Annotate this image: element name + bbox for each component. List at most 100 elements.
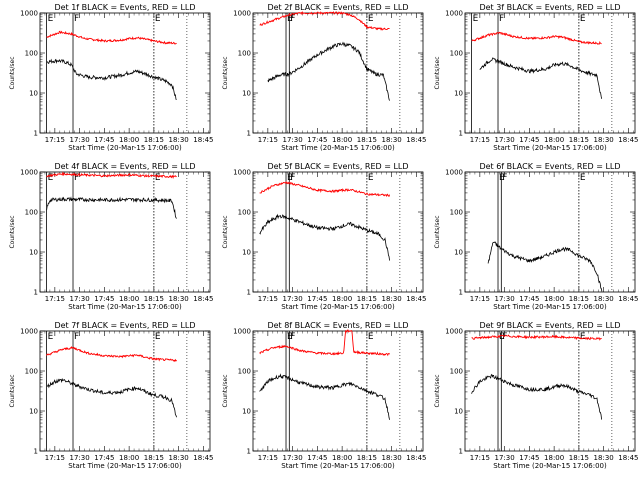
- marker-e2-label: E: [368, 173, 374, 183]
- x-tick-label: 17:30: [70, 454, 90, 462]
- x-axis-label: Start Time (20-Mar-15 17:06:00): [281, 144, 395, 152]
- x-tick-label: 18:30: [169, 295, 189, 303]
- y-tick-label: 1: [34, 289, 38, 297]
- x-axis-label: Start Time (20-Mar-15 17:06:00): [493, 303, 607, 311]
- x-tick-label: 18:45: [618, 136, 638, 144]
- marker-e2-label: E: [155, 173, 161, 183]
- panel-det-7f: Det 7f BLACK = Events, RED = LLD 1 10 100 10…: [9, 321, 213, 470]
- events-series-line: [259, 213, 390, 261]
- events-series-line: [259, 373, 390, 420]
- events-series-line: [267, 41, 391, 101]
- marker-e1-label: E: [48, 14, 54, 24]
- x-tick-label: 17:30: [283, 136, 303, 144]
- x-tick-label: 18:30: [594, 295, 614, 303]
- y-tick-label: 1000: [233, 169, 251, 177]
- y-tick-label: 1000: [20, 10, 38, 18]
- x-axis-label: Start Time (20-Mar-15 17:06:00): [493, 462, 607, 470]
- y-tick-label: 1: [247, 130, 251, 138]
- marker-e1-label: E: [48, 173, 54, 183]
- x-tick-label: 18:00: [544, 295, 564, 303]
- y-tick-label: 100: [450, 209, 463, 217]
- x-tick-label: 17:45: [94, 136, 114, 144]
- marker-f-label: F: [499, 14, 504, 24]
- y-tick-label: 10: [242, 408, 251, 416]
- x-tick-label: 18:45: [406, 136, 426, 144]
- marker-e2-label: E: [155, 14, 161, 24]
- x-axis-label: Start Time (20-Mar-15 17:06:00): [68, 462, 182, 470]
- panel-title: Det 8f BLACK = Events, RED = LLD: [267, 321, 408, 330]
- lld-series-line: [46, 171, 177, 180]
- x-axis-label: Start Time (20-Mar-15 17:06:00): [493, 144, 607, 152]
- x-axis-label: Start Time (20-Mar-15 17:06:00): [68, 144, 182, 152]
- y-tick-label: 10: [454, 408, 463, 416]
- lld-series-line: [259, 329, 390, 357]
- x-axis-label: Start Time (20-Mar-15 17:06:00): [281, 462, 395, 470]
- x-tick-label: 17:30: [70, 295, 90, 303]
- marker-e1-label: E: [287, 14, 293, 24]
- x-tick-label: 17:45: [94, 295, 114, 303]
- panel-title: Det 4f BLACK = Events, RED = LLD: [54, 162, 195, 171]
- lld-series-line: [259, 11, 390, 31]
- y-tick-label: 10: [29, 408, 38, 416]
- lld-series-line: [471, 334, 602, 341]
- y-tick-label: 1000: [445, 10, 463, 18]
- y-tick-label: 10: [454, 249, 463, 257]
- marker-e1-label: E: [499, 332, 505, 342]
- y-axis-label: Counts/sec: [434, 56, 441, 89]
- x-tick-label: 18:45: [193, 295, 213, 303]
- events-series-line: [479, 57, 603, 99]
- y-axis-label: Counts/sec: [434, 215, 441, 248]
- x-tick-label: 17:30: [283, 295, 303, 303]
- plot-frame: [39, 330, 211, 452]
- x-axis-label: Start Time (20-Mar-15 17:06:00): [68, 303, 182, 311]
- y-tick-label: 1000: [233, 328, 251, 336]
- marker-e2-label: E: [580, 14, 586, 24]
- x-tick-label: 18:30: [382, 136, 402, 144]
- panel-det-8f: Det 8f BLACK = Events, RED = LLD 1 10 100 10…: [222, 321, 426, 470]
- x-axis-label: Start Time (20-Mar-15 17:06:00): [281, 303, 395, 311]
- panel-det-2f: Det 2f BLACK = Events, RED = LLD 1 10 100 10…: [222, 3, 426, 152]
- marker-e1-label: E: [287, 173, 293, 183]
- x-tick-label: 18:00: [332, 136, 352, 144]
- y-tick-label: 1: [459, 130, 463, 138]
- x-tick-label: 17:15: [258, 295, 278, 303]
- plot-frame: [39, 12, 211, 134]
- x-tick-label: 18:45: [193, 454, 213, 462]
- plot-frame: [39, 171, 211, 293]
- x-tick-label: 18:00: [119, 295, 139, 303]
- x-tick-label: 17:30: [495, 295, 515, 303]
- y-tick-label: 1000: [445, 328, 463, 336]
- marker-f-label: F: [74, 332, 79, 342]
- y-tick-label: 1: [34, 448, 38, 456]
- lld-series-line: [46, 30, 177, 45]
- x-tick-label: 18:15: [144, 454, 164, 462]
- y-tick-label: 100: [238, 209, 251, 217]
- y-tick-label: 1: [34, 130, 38, 138]
- x-tick-label: 17:30: [283, 454, 303, 462]
- x-tick-label: 18:00: [544, 454, 564, 462]
- y-tick-label: 100: [25, 368, 38, 376]
- x-tick-label: 17:30: [495, 454, 515, 462]
- events-series-line: [487, 241, 603, 292]
- panel-det-5f: Det 5f BLACK = Events, RED = LLD 1 10 100 10…: [222, 162, 426, 311]
- marker-f-label: F: [502, 173, 507, 183]
- x-tick-label: 18:30: [169, 454, 189, 462]
- y-axis-label: Counts/sec: [222, 56, 229, 89]
- y-tick-label: 1000: [445, 169, 463, 177]
- marker-e1-label: E: [48, 332, 54, 342]
- y-tick-label: 1: [247, 448, 251, 456]
- x-tick-label: 18:15: [357, 136, 377, 144]
- x-tick-label: 18:15: [569, 454, 589, 462]
- x-tick-label: 18:15: [357, 454, 377, 462]
- x-tick-label: 18:30: [169, 136, 189, 144]
- y-tick-label: 1000: [233, 10, 251, 18]
- x-tick-label: 18:00: [119, 454, 139, 462]
- x-tick-label: 18:30: [382, 295, 402, 303]
- lld-series-line: [259, 180, 391, 198]
- y-tick-label: 1: [459, 289, 463, 297]
- marker-e2-label: E: [368, 14, 374, 24]
- lld-series-line: [471, 31, 602, 45]
- plot-frame: [464, 12, 636, 134]
- x-tick-label: 17:15: [470, 454, 490, 462]
